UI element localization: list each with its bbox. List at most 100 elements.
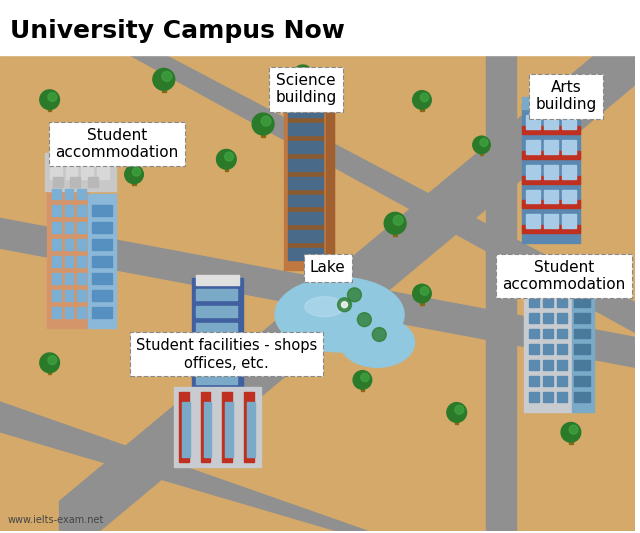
Bar [77, 256, 86, 267]
Bar [288, 159, 323, 171]
Bar [529, 328, 539, 338]
Bar [261, 127, 265, 137]
Circle shape [48, 93, 57, 101]
Bar [92, 256, 112, 267]
Bar [557, 344, 567, 354]
Circle shape [372, 328, 386, 342]
Bar [52, 239, 61, 250]
Bar [568, 274, 580, 286]
Bar [301, 78, 305, 86]
Bar [196, 322, 237, 334]
Circle shape [357, 313, 371, 327]
Circle shape [561, 423, 580, 442]
Bar [97, 161, 109, 179]
Bar [288, 172, 323, 176]
Bar [361, 383, 364, 391]
Circle shape [584, 86, 594, 96]
Circle shape [153, 68, 175, 90]
Bar [65, 161, 77, 179]
Bar [52, 176, 63, 187]
Bar [288, 136, 323, 141]
Circle shape [293, 65, 313, 85]
Bar [522, 104, 580, 243]
Bar [557, 392, 567, 402]
Bar [562, 190, 576, 204]
Bar [522, 126, 580, 134]
Bar [92, 273, 112, 284]
Bar [65, 189, 74, 199]
Circle shape [132, 168, 141, 176]
Bar [70, 176, 81, 187]
Polygon shape [129, 54, 636, 333]
Bar [557, 360, 567, 370]
Bar [65, 222, 74, 233]
Bar [77, 205, 86, 216]
Bar [288, 195, 323, 206]
Circle shape [216, 149, 236, 169]
Bar [48, 366, 51, 374]
Bar [574, 392, 589, 402]
Bar [288, 225, 323, 230]
Bar [288, 212, 323, 224]
Bar [173, 387, 261, 466]
Bar [288, 154, 323, 159]
Circle shape [455, 405, 464, 414]
Bar [81, 161, 93, 179]
Bar [584, 97, 588, 107]
Bar [529, 297, 539, 306]
Bar [526, 190, 540, 204]
Bar [196, 306, 237, 317]
Circle shape [40, 353, 60, 373]
Bar [572, 298, 594, 412]
Ellipse shape [305, 297, 344, 317]
Bar [574, 376, 589, 386]
Bar [288, 123, 323, 135]
Bar [529, 360, 539, 370]
Bar [543, 392, 553, 402]
Circle shape [420, 93, 429, 102]
Bar [247, 402, 255, 457]
Bar [326, 96, 333, 270]
Bar [196, 275, 239, 285]
Polygon shape [60, 54, 636, 531]
Bar [288, 230, 323, 242]
Bar [574, 313, 589, 322]
Bar [455, 415, 458, 424]
Bar [77, 239, 86, 250]
Bar [288, 207, 323, 212]
Circle shape [162, 71, 172, 82]
Bar [65, 306, 74, 318]
Bar [544, 140, 558, 154]
Bar [544, 214, 558, 228]
Bar [543, 313, 553, 322]
Ellipse shape [275, 277, 404, 352]
Bar [52, 290, 61, 301]
Bar [557, 376, 567, 386]
Text: Student facilities - shops
offices, etc.: Student facilities - shops offices, etc. [136, 338, 317, 370]
Polygon shape [486, 54, 516, 531]
Bar [65, 290, 74, 301]
Bar [244, 392, 254, 462]
Ellipse shape [340, 318, 415, 367]
Bar [557, 328, 567, 338]
Bar [532, 274, 544, 286]
Bar [562, 165, 576, 179]
Bar [162, 82, 166, 92]
Polygon shape [0, 402, 367, 531]
Bar [543, 297, 553, 306]
Bar [557, 313, 567, 322]
Bar [52, 306, 61, 318]
Bar [225, 162, 228, 171]
Bar [65, 273, 74, 284]
Bar [544, 190, 558, 204]
Bar [529, 376, 539, 386]
Circle shape [48, 356, 57, 365]
Circle shape [40, 90, 60, 110]
Bar [288, 141, 323, 153]
Bar [204, 402, 211, 457]
Text: www.ielts-exam.net: www.ielts-exam.net [8, 515, 104, 525]
Circle shape [420, 287, 429, 295]
Text: Arts
building: Arts building [535, 80, 596, 112]
Bar [524, 271, 584, 293]
Bar [284, 96, 333, 270]
